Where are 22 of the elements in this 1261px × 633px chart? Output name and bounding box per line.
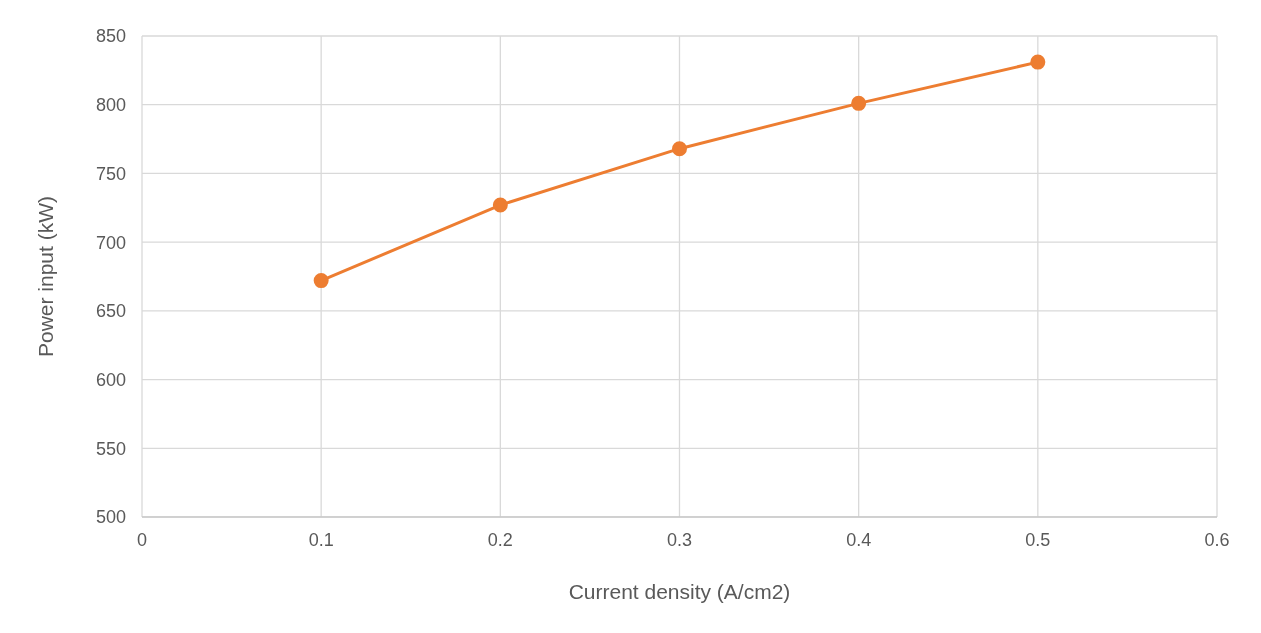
y-tick-label: 850: [95, 26, 126, 47]
x-tick-label: 0: [136, 529, 148, 550]
point: [1030, 54, 1046, 70]
y-tick-label: 500: [95, 507, 126, 528]
point: [851, 95, 867, 111]
y-tick-label: 600: [95, 369, 126, 390]
x-tick-label: 0.1: [308, 529, 334, 550]
x-tick-label: 0.2: [487, 529, 513, 550]
point: [672, 141, 687, 157]
y-tick-label: 650: [95, 301, 126, 322]
x-tick-label: 0.4: [846, 529, 872, 550]
y-tick-label: 700: [95, 232, 126, 253]
x-tick-label: 0.6: [1204, 529, 1230, 550]
x-tick-label: 0.3: [666, 529, 693, 550]
y-tick-label: 750: [95, 163, 126, 184]
x-axis-title: Current density (A/cm2): [568, 580, 791, 603]
point: [492, 197, 508, 213]
x-tick-label: 0.5: [1025, 529, 1051, 550]
y-tick-label: 550: [95, 438, 126, 459]
y-axis-title: Power input (kW): [34, 195, 58, 358]
y-tick-label: 800: [95, 95, 126, 116]
point: [313, 273, 329, 289]
